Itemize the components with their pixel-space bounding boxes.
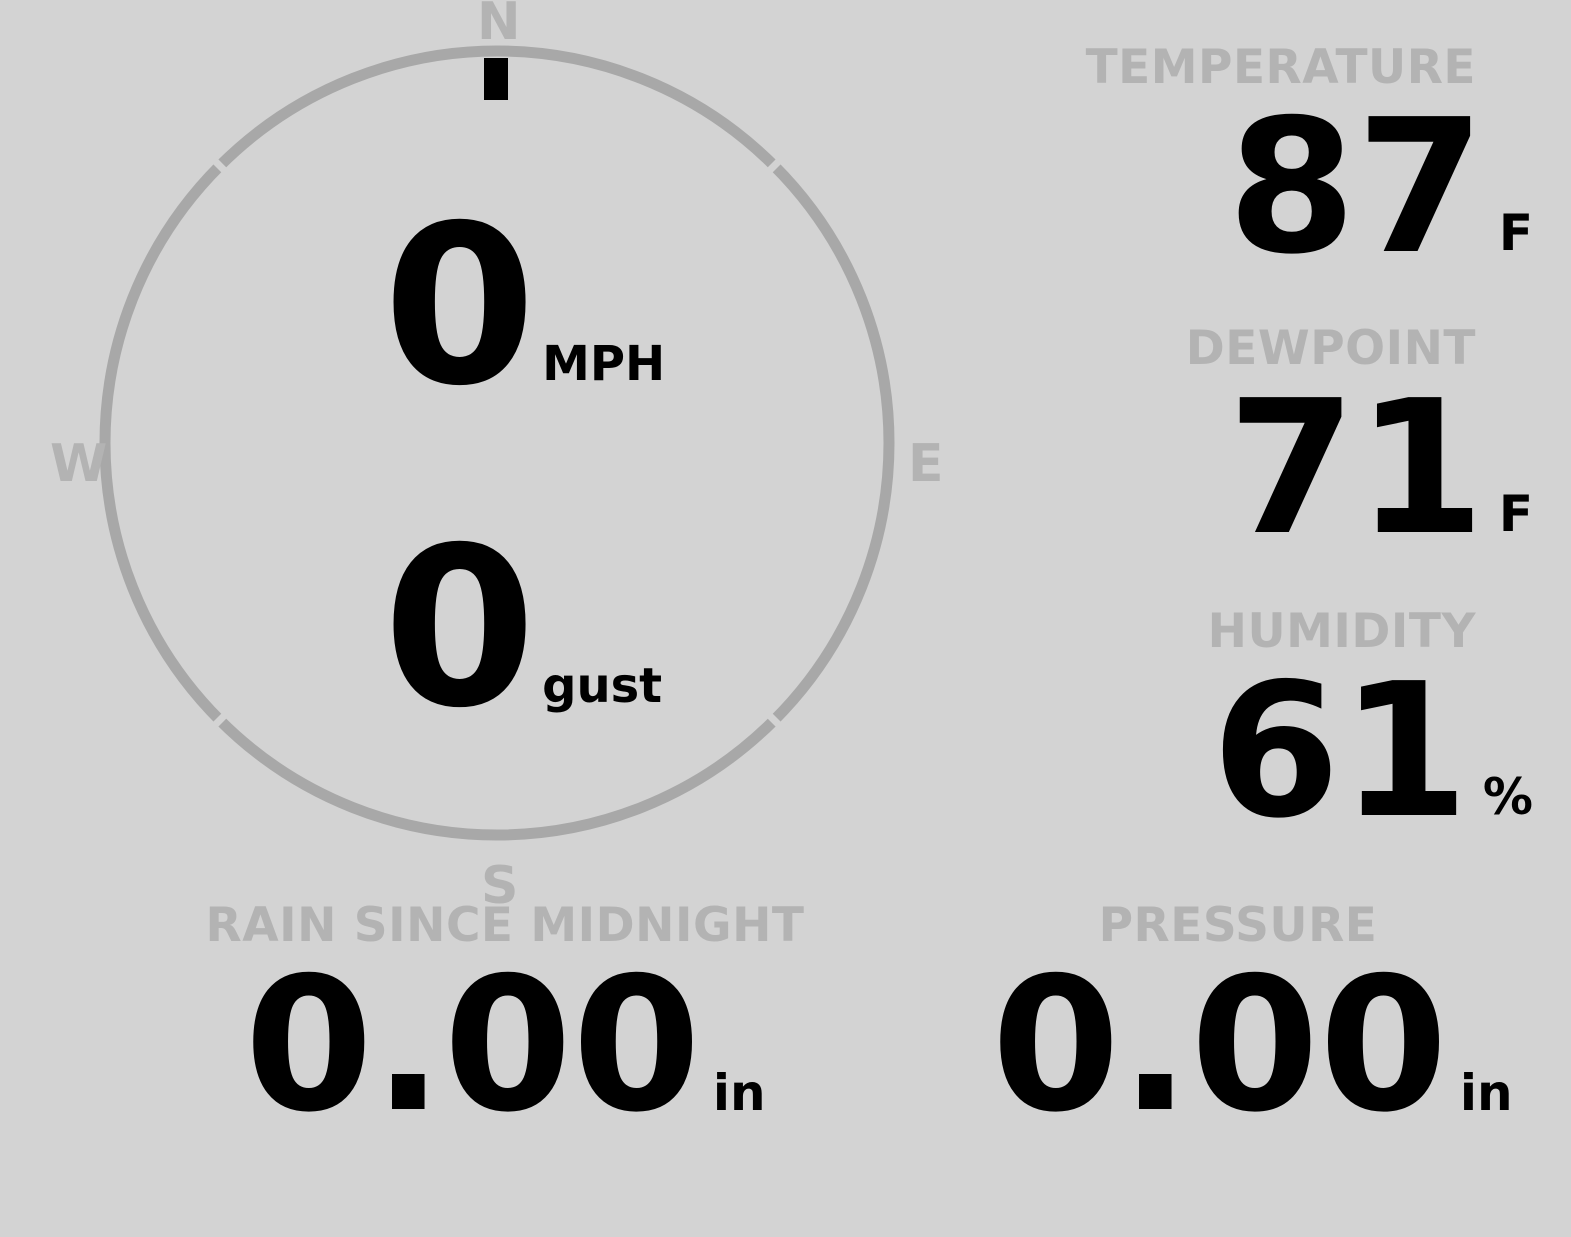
rain-since-midnight-value: 0.00	[244, 937, 701, 1153]
wind-speed-unit: MPH	[542, 336, 666, 392]
wind-compass-panel: N E S W 0 MPH 0 gust	[0, 0, 1000, 912]
temperature-metric: TEMPERATURE 87 F	[1011, 44, 1571, 280]
compass-dial	[97, 43, 897, 843]
pressure-unit: in	[1459, 1064, 1513, 1122]
rain-since-midnight-metric: RAIN SINCE MIDNIGHT 0.00 in	[185, 902, 825, 1138]
pressure-label: PRESSURE	[1098, 898, 1378, 953]
wind-speed-readout: 0 MPH	[383, 196, 665, 416]
humidity-label: HUMIDITY	[1207, 604, 1476, 659]
temperature-label: TEMPERATURE	[1085, 40, 1476, 95]
humidity-unit: %	[1482, 768, 1533, 826]
compass-label-north: N	[477, 0, 521, 52]
dewpoint-unit: F	[1498, 485, 1533, 543]
temperature-unit: F	[1498, 204, 1533, 262]
pressure-readout: 0.00 in	[945, 953, 1571, 1138]
compass-label-south: S	[481, 856, 519, 916]
temperature-readout: 87 F	[1011, 95, 1571, 280]
dewpoint-label: DEWPOINT	[1185, 321, 1476, 376]
compass-label-east: E	[908, 434, 944, 494]
wind-direction-pointer-icon	[484, 58, 508, 100]
humidity-metric: HUMIDITY 61 %	[1011, 608, 1571, 844]
dewpoint-value: 71	[1227, 360, 1485, 576]
pressure-value: 0.00	[991, 937, 1448, 1153]
compass-label-west: W	[50, 434, 108, 494]
wind-speed-value: 0	[383, 178, 537, 434]
wind-gust-readout: 0 gust	[383, 518, 662, 738]
humidity-value: 61	[1211, 643, 1469, 859]
dewpoint-metric: DEWPOINT 71 F	[1011, 325, 1571, 561]
rain-since-midnight-readout: 0.00 in	[185, 953, 825, 1138]
wind-gust-value: 0	[383, 500, 537, 756]
dewpoint-readout: 71 F	[1011, 376, 1571, 561]
humidity-readout: 61 %	[1011, 659, 1571, 844]
temperature-value: 87	[1227, 79, 1485, 295]
rain-since-midnight-label: RAIN SINCE MIDNIGHT	[205, 898, 805, 953]
wind-gust-unit: gust	[542, 658, 663, 714]
pressure-metric: PRESSURE 0.00 in	[945, 902, 1571, 1138]
rain-since-midnight-unit: in	[712, 1064, 766, 1122]
